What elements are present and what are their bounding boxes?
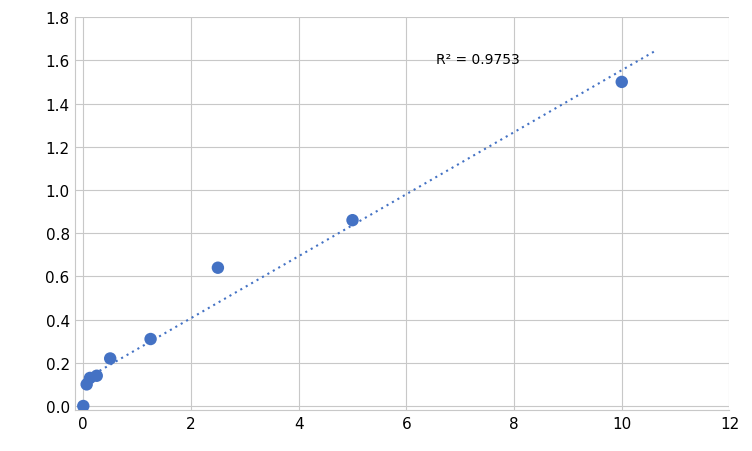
Point [80, 381, 92, 388]
Point [212, 265, 224, 272]
Point [105, 355, 117, 362]
Point [347, 217, 359, 224]
Point [144, 336, 156, 343]
Text: R² = 0.9753: R² = 0.9753 [436, 52, 520, 66]
Point [84, 374, 96, 382]
Point [91, 373, 103, 380]
Point [77, 402, 89, 410]
Point [616, 79, 628, 86]
